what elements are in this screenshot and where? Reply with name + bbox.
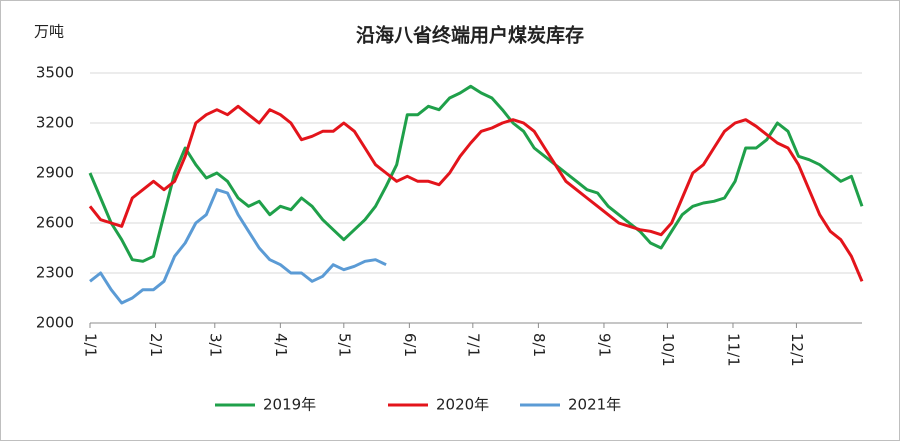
y-tick-label: 3200 (36, 114, 74, 132)
series-line (88, 84, 864, 263)
y-tick-label: 2900 (36, 164, 74, 182)
y-tick-label: 2000 (36, 314, 74, 332)
series-line (88, 104, 864, 282)
x-tick-label: 6/1 (401, 333, 419, 357)
legend-label: 2019年 (263, 396, 316, 414)
x-tick-label: 5/1 (335, 333, 353, 357)
x-tick-label: 8/1 (530, 333, 548, 357)
x-tick-label: 10/1 (659, 333, 677, 367)
y-tick-label: 3500 (36, 64, 74, 82)
y-tick-label: 2600 (36, 214, 74, 232)
chart-title: 沿海八省终端用户煤炭库存 (356, 24, 584, 47)
series-line (89, 188, 387, 305)
x-tick-label: 7/1 (464, 333, 482, 357)
legend-label: 2021年 (568, 396, 621, 414)
x-tick-label: 9/1 (595, 333, 613, 357)
x-tick-label: 3/1 (206, 333, 224, 357)
legend-label: 2020年 (436, 396, 489, 414)
x-tick-label: 2/1 (147, 333, 165, 357)
x-tick-label: 12/1 (788, 333, 806, 367)
x-tick-label: 4/1 (272, 333, 290, 357)
y-tick-label: 2300 (36, 264, 74, 282)
x-tick-label: 1/1 (82, 333, 100, 357)
x-tick-label: 11/1 (724, 333, 742, 367)
y-axis-label: 万吨 (34, 23, 64, 41)
